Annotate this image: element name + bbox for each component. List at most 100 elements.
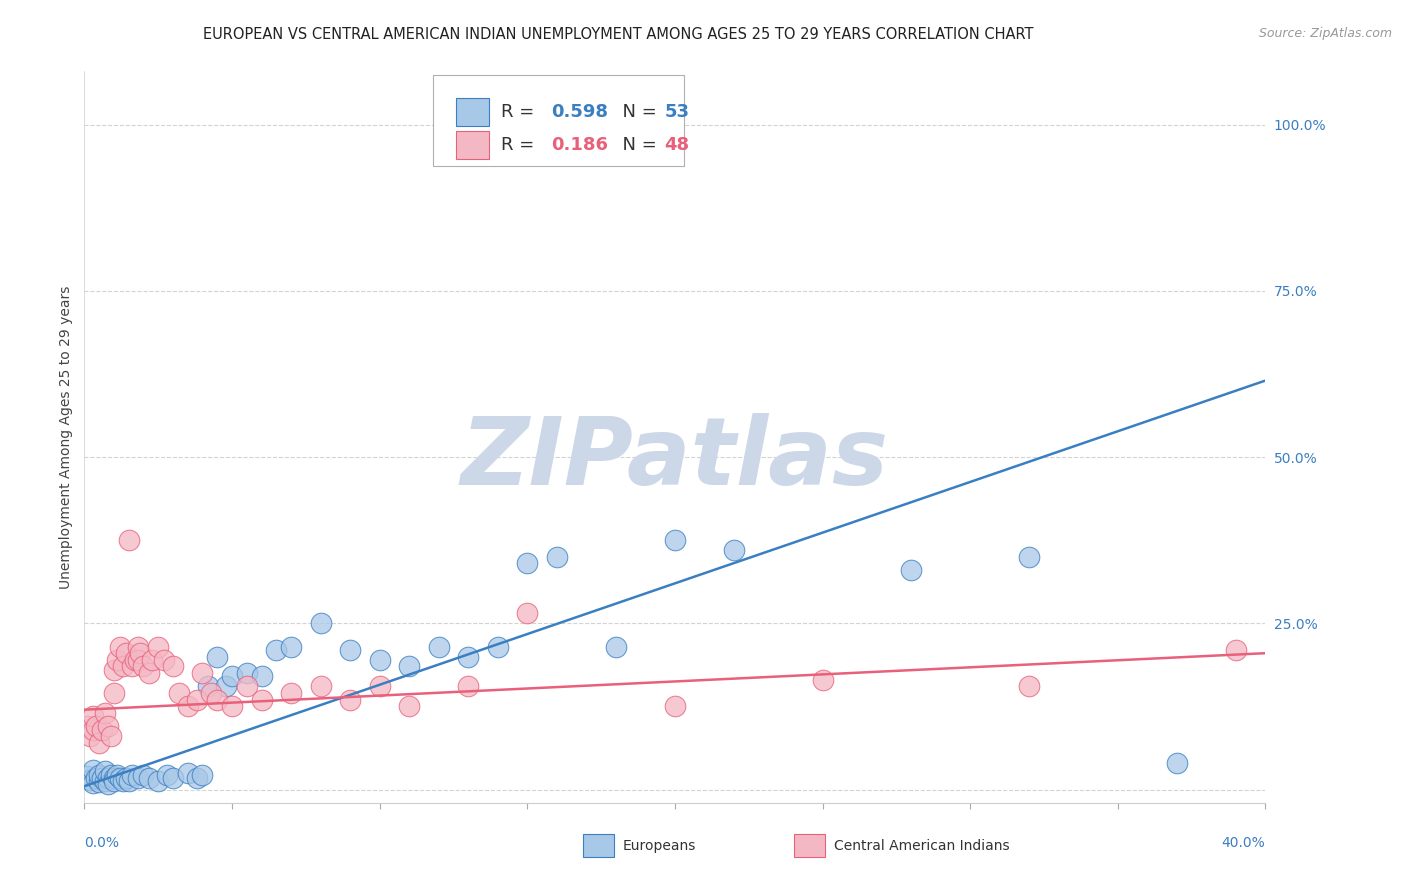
Point bbox=[339, 643, 361, 657]
Point bbox=[200, 686, 222, 700]
Point bbox=[486, 640, 509, 654]
Point bbox=[516, 607, 538, 621]
Point bbox=[235, 666, 259, 681]
Point bbox=[84, 771, 107, 785]
Point bbox=[264, 643, 288, 657]
Point bbox=[82, 763, 104, 777]
Point bbox=[221, 669, 243, 683]
FancyBboxPatch shape bbox=[457, 98, 489, 127]
Point bbox=[664, 699, 686, 714]
Point bbox=[205, 649, 228, 664]
Text: 40.0%: 40.0% bbox=[1222, 836, 1265, 850]
Point bbox=[111, 773, 134, 788]
Point bbox=[1018, 549, 1040, 564]
Point bbox=[177, 699, 200, 714]
Point bbox=[811, 673, 834, 687]
Point bbox=[280, 686, 302, 700]
Point bbox=[221, 699, 243, 714]
Text: N =: N = bbox=[612, 103, 662, 120]
Point bbox=[280, 640, 302, 654]
Point bbox=[1225, 643, 1247, 657]
Point bbox=[1166, 756, 1188, 770]
Text: Central American Indians: Central American Indians bbox=[834, 838, 1010, 853]
Point bbox=[309, 616, 332, 631]
Text: 0.0%: 0.0% bbox=[84, 836, 120, 850]
Point bbox=[250, 669, 273, 683]
Point bbox=[457, 649, 479, 664]
Text: Source: ZipAtlas.com: Source: ZipAtlas.com bbox=[1258, 27, 1392, 40]
Point bbox=[191, 666, 214, 681]
Point bbox=[76, 719, 98, 733]
Point bbox=[177, 765, 200, 780]
Text: 48: 48 bbox=[664, 136, 689, 153]
Point bbox=[197, 680, 219, 694]
Point bbox=[368, 653, 391, 667]
Point bbox=[148, 640, 170, 654]
Point bbox=[103, 771, 125, 785]
Text: R =: R = bbox=[502, 136, 540, 153]
Point bbox=[309, 680, 332, 694]
Point bbox=[118, 533, 141, 548]
Point bbox=[121, 659, 143, 673]
Point bbox=[127, 640, 149, 654]
Point bbox=[94, 764, 117, 778]
Point bbox=[138, 666, 160, 681]
Point bbox=[127, 653, 149, 667]
Text: R =: R = bbox=[502, 103, 540, 120]
Point bbox=[94, 706, 117, 720]
Point bbox=[398, 659, 420, 673]
Text: Europeans: Europeans bbox=[623, 838, 696, 853]
Point bbox=[114, 771, 136, 785]
Y-axis label: Unemployment Among Ages 25 to 29 years: Unemployment Among Ages 25 to 29 years bbox=[59, 285, 73, 589]
Text: ZIPatlas: ZIPatlas bbox=[461, 413, 889, 505]
Point bbox=[87, 736, 111, 750]
Point bbox=[97, 777, 120, 791]
Text: 53: 53 bbox=[664, 103, 689, 120]
Point bbox=[121, 768, 143, 782]
Point bbox=[82, 723, 104, 737]
Point bbox=[339, 692, 361, 706]
Point bbox=[82, 709, 104, 723]
Point bbox=[156, 768, 179, 782]
Text: 0.598: 0.598 bbox=[551, 103, 607, 120]
Point bbox=[186, 692, 208, 706]
Point bbox=[723, 543, 745, 558]
Point bbox=[605, 640, 627, 654]
Point bbox=[87, 768, 111, 782]
Point bbox=[105, 653, 128, 667]
Point bbox=[91, 771, 114, 785]
Point bbox=[108, 771, 131, 785]
Point bbox=[1018, 680, 1040, 694]
Point bbox=[79, 729, 101, 743]
Point bbox=[91, 723, 114, 737]
Point bbox=[457, 680, 479, 694]
Point bbox=[132, 768, 155, 782]
Point bbox=[127, 771, 149, 785]
Point bbox=[368, 680, 391, 694]
Point bbox=[103, 686, 125, 700]
Point bbox=[167, 686, 190, 700]
Text: 0.186: 0.186 bbox=[551, 136, 607, 153]
Point bbox=[100, 729, 122, 743]
Point bbox=[153, 653, 176, 667]
Point bbox=[94, 773, 117, 788]
Point bbox=[111, 659, 134, 673]
Point bbox=[114, 646, 136, 660]
Point bbox=[148, 773, 170, 788]
Point bbox=[105, 768, 128, 782]
Point bbox=[215, 680, 238, 694]
Point bbox=[900, 563, 922, 577]
Point bbox=[87, 774, 111, 789]
Point bbox=[97, 719, 120, 733]
Point bbox=[250, 692, 273, 706]
Text: N =: N = bbox=[612, 136, 662, 153]
Point bbox=[118, 773, 141, 788]
Point bbox=[191, 768, 214, 782]
Point bbox=[129, 646, 152, 660]
Text: EUROPEAN VS CENTRAL AMERICAN INDIAN UNEMPLOYMENT AMONG AGES 25 TO 29 YEARS CORRE: EUROPEAN VS CENTRAL AMERICAN INDIAN UNEM… bbox=[204, 27, 1033, 42]
Point bbox=[97, 771, 120, 785]
Point bbox=[546, 549, 568, 564]
Point bbox=[84, 719, 107, 733]
Point bbox=[235, 680, 259, 694]
Point bbox=[124, 653, 146, 667]
